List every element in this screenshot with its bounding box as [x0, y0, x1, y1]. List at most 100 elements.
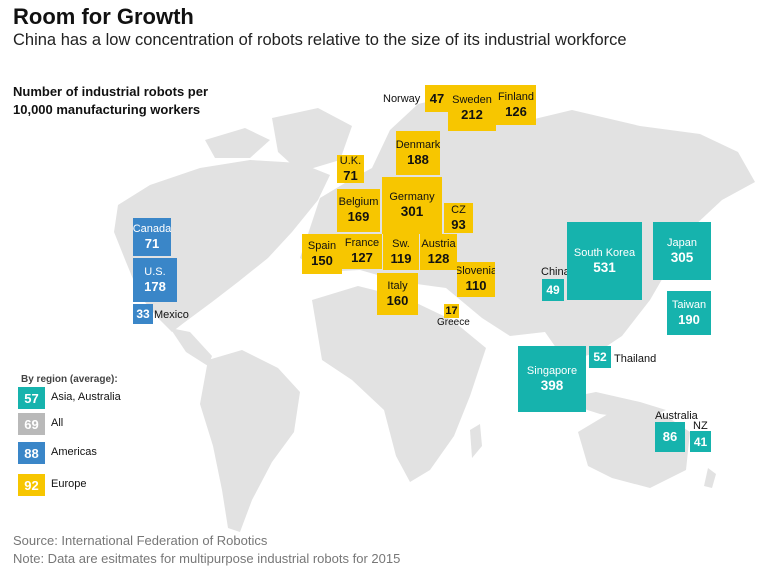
legend-swatch-value: 69: [18, 413, 45, 435]
country-value: 188: [407, 151, 429, 167]
country-value: 52: [593, 350, 607, 364]
country-name: Finland: [497, 90, 535, 103]
legend-swatch-value: 88: [18, 442, 45, 464]
country-value: 17: [445, 305, 458, 317]
legend-item-americas: 88 Americas: [18, 442, 158, 464]
country-box-norway: 47: [425, 85, 449, 112]
metric-label: Number of industrial robots per 10,000 m…: [13, 83, 208, 119]
country-name: Taiwan: [671, 298, 707, 311]
country-value: 169: [347, 209, 370, 224]
country-box-france: France 127: [342, 234, 382, 269]
country-name: U.K.: [339, 155, 362, 167]
country-box-italy: Italy 160: [377, 273, 418, 315]
data-note: Note: Data are esitmates for multipurpos…: [13, 551, 401, 566]
metric-label-line-2: 10,000 manufacturing workers: [13, 102, 201, 117]
legend-label: Asia, Australia: [51, 391, 121, 403]
country-box-finland: Finland 126: [496, 85, 536, 125]
country-name: Germany: [389, 191, 435, 203]
country-value: 160: [386, 292, 409, 308]
country-name: South Korea: [573, 246, 636, 259]
country-name: Sweden: [452, 93, 492, 106]
country-box-slovenia: Slovenia 110: [457, 262, 495, 297]
country-label-mexico: Mexico: [154, 309, 189, 321]
country-box-japan: Japan 305: [653, 222, 711, 280]
country-value: 531: [593, 259, 616, 275]
country-name: France: [344, 237, 380, 249]
country-box-uk: U.K. 71: [337, 155, 364, 183]
legend-item-asia: 57 Asia, Australia: [18, 387, 158, 409]
country-box-cz: CZ 93: [444, 203, 473, 233]
arctic-islands-landmass: [205, 128, 270, 158]
country-name: U.S.: [144, 265, 166, 278]
country-name: CZ: [451, 203, 466, 216]
country-box-nz: 41: [690, 431, 711, 452]
country-box-greece: 17: [444, 304, 459, 318]
country-value: 305: [670, 249, 694, 265]
new-zealand-landmass: [704, 468, 716, 488]
country-value: 47: [429, 90, 445, 106]
country-label-norway: Norway: [383, 93, 421, 105]
country-box-us: U.S. 178: [133, 258, 177, 302]
country-value: 128: [427, 250, 450, 266]
country-name: Italy: [387, 279, 408, 292]
country-value: 71: [144, 235, 160, 251]
legend-swatch-value: 57: [18, 387, 45, 409]
country-label-china: China: [541, 266, 570, 278]
country-name: Canada: [133, 222, 171, 235]
chart-title: Room for Growth: [13, 4, 194, 29]
country-value: 190: [678, 311, 700, 327]
country-value: 178: [144, 278, 166, 294]
country-value: 398: [540, 377, 564, 393]
country-box-canada: Canada 71: [133, 218, 171, 256]
legend-label: Europe: [51, 478, 87, 490]
country-name: Belgium: [338, 196, 379, 208]
country-name: Slovenia: [457, 265, 495, 277]
legend-item-all: 69 All: [18, 413, 158, 435]
source-note: Source: International Federation of Robo…: [13, 533, 268, 548]
country-name: Singapore: [526, 364, 578, 377]
africa-landmass: [312, 286, 486, 482]
country-box-sweden: Sweden 212: [448, 85, 496, 131]
country-box-germany: Germany 301: [382, 177, 442, 234]
country-value: 127: [351, 250, 373, 265]
country-value: 86: [662, 429, 678, 444]
country-label-thailand: Thailand: [614, 353, 657, 365]
country-value: 71: [343, 167, 358, 183]
country-name: Austria: [421, 237, 456, 250]
madagascar-landmass: [470, 424, 482, 458]
chart-subtitle: China has a low concentration of robots …: [13, 31, 627, 49]
country-value: 212: [461, 106, 483, 122]
legend-title: By region (average):: [21, 374, 118, 385]
country-name: Japan: [667, 236, 697, 249]
country-name: Denmark: [396, 138, 440, 151]
country-box-belgium: Belgium 169: [337, 189, 380, 232]
country-box-australia: 86: [655, 422, 685, 452]
country-box-mexico: 33: [133, 304, 153, 324]
country-value: 301: [400, 204, 424, 219]
country-box-austria: Austria 128: [420, 234, 457, 270]
country-box-denmark: Denmark 188: [396, 131, 440, 175]
country-value: 126: [505, 103, 527, 119]
legend-item-europe: 92 Europe: [18, 474, 158, 496]
central-america-landmass: [170, 328, 212, 366]
country-value: 33: [136, 307, 150, 321]
legend-label: Americas: [51, 446, 97, 458]
country-value: 41: [693, 434, 708, 449]
country-box-south-korea: South Korea 531: [567, 222, 642, 300]
greenland-landmass: [272, 108, 352, 172]
country-box-china: 49: [542, 279, 564, 301]
country-value: 49: [546, 283, 560, 297]
japan-landmass: [640, 246, 652, 276]
country-name: Spain: [307, 239, 337, 252]
south-america-landmass: [200, 350, 300, 532]
country-box-switzerland: Sw. 119: [383, 234, 419, 270]
country-value: 93: [451, 216, 466, 232]
country-box-singapore: Singapore 398: [518, 346, 586, 412]
country-box-taiwan: Taiwan 190: [667, 291, 711, 335]
country-label-australia: Australia: [655, 410, 698, 422]
metric-label-line-1: Number of industrial robots per: [13, 84, 209, 99]
country-value: 150: [311, 252, 333, 268]
country-label-nz: NZ: [693, 420, 708, 432]
country-box-spain: Spain 150: [302, 234, 342, 274]
country-box-thailand: 52: [589, 346, 611, 368]
